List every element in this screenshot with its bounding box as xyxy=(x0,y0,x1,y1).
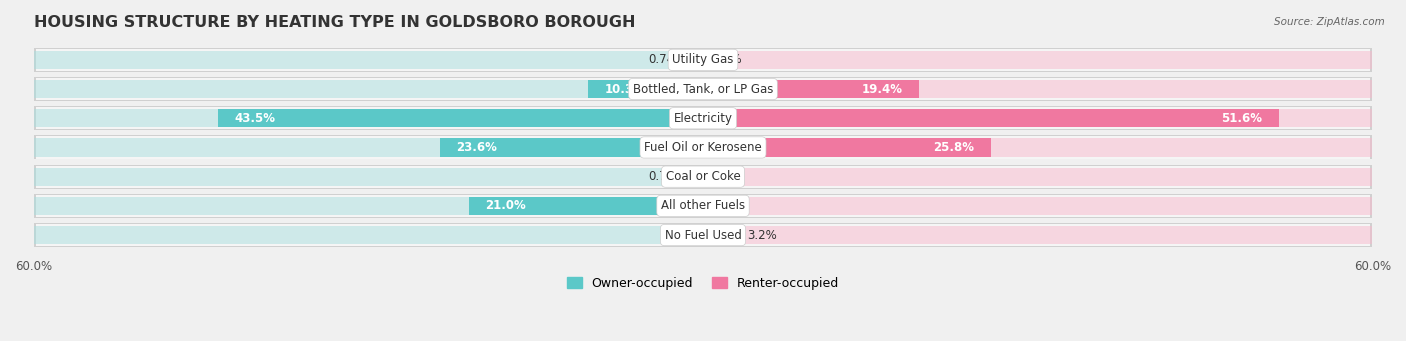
Text: 0.0%: 0.0% xyxy=(711,199,741,212)
Text: 3.2%: 3.2% xyxy=(748,228,778,241)
Text: Coal or Coke: Coal or Coke xyxy=(665,170,741,183)
Text: 21.0%: 21.0% xyxy=(485,199,526,212)
Text: Electricity: Electricity xyxy=(673,112,733,125)
Bar xyxy=(34,48,1372,72)
Bar xyxy=(37,107,1369,129)
Text: 51.6%: 51.6% xyxy=(1220,112,1263,125)
Text: No Fuel Used: No Fuel Used xyxy=(665,228,741,241)
Text: 0.0%: 0.0% xyxy=(711,170,741,183)
Bar xyxy=(468,197,703,215)
Bar xyxy=(37,195,1369,217)
Text: 25.8%: 25.8% xyxy=(934,141,974,154)
Bar xyxy=(34,135,1372,160)
Legend: Owner-occupied, Renter-occupied: Owner-occupied, Renter-occupied xyxy=(562,272,844,295)
Bar xyxy=(34,51,703,69)
Bar xyxy=(34,77,1372,101)
Text: Source: ZipAtlas.com: Source: ZipAtlas.com xyxy=(1274,17,1385,27)
Bar xyxy=(703,226,738,244)
Text: 10.3%: 10.3% xyxy=(605,83,645,95)
Text: 0.74%: 0.74% xyxy=(648,170,686,183)
Bar xyxy=(34,197,703,215)
Bar xyxy=(34,106,1372,130)
Text: 19.4%: 19.4% xyxy=(862,83,903,95)
Bar xyxy=(37,224,1369,246)
Bar xyxy=(703,80,1372,98)
Text: HOUSING STRUCTURE BY HEATING TYPE IN GOLDSBORO BOROUGH: HOUSING STRUCTURE BY HEATING TYPE IN GOL… xyxy=(34,15,636,30)
Bar xyxy=(703,138,991,157)
Bar xyxy=(703,138,1372,157)
Text: 0.0%: 0.0% xyxy=(711,54,741,66)
Bar xyxy=(34,165,1372,189)
Bar xyxy=(703,168,1372,186)
Bar xyxy=(703,51,1372,69)
Bar xyxy=(34,138,703,157)
Bar xyxy=(703,197,1372,215)
Text: Fuel Oil or Kerosene: Fuel Oil or Kerosene xyxy=(644,141,762,154)
Bar xyxy=(703,226,1372,244)
Text: All other Fuels: All other Fuels xyxy=(661,199,745,212)
Bar xyxy=(218,109,703,127)
Bar xyxy=(34,223,1372,247)
Text: 0.74%: 0.74% xyxy=(648,54,686,66)
Text: Bottled, Tank, or LP Gas: Bottled, Tank, or LP Gas xyxy=(633,83,773,95)
Bar xyxy=(440,138,703,157)
Bar xyxy=(695,51,703,69)
Bar xyxy=(703,80,920,98)
Bar xyxy=(34,80,703,98)
Text: 43.5%: 43.5% xyxy=(235,112,276,125)
Bar xyxy=(703,109,1372,127)
Text: 23.6%: 23.6% xyxy=(457,141,498,154)
Bar xyxy=(37,136,1369,159)
Text: Utility Gas: Utility Gas xyxy=(672,54,734,66)
Bar xyxy=(34,226,703,244)
Bar xyxy=(37,78,1369,100)
Bar xyxy=(37,166,1369,188)
Bar xyxy=(37,49,1369,71)
Bar xyxy=(34,109,703,127)
Bar xyxy=(703,109,1278,127)
Text: 0.0%: 0.0% xyxy=(665,228,695,241)
Bar xyxy=(34,194,1372,218)
Bar xyxy=(588,80,703,98)
Bar xyxy=(34,168,703,186)
Bar xyxy=(695,168,703,186)
